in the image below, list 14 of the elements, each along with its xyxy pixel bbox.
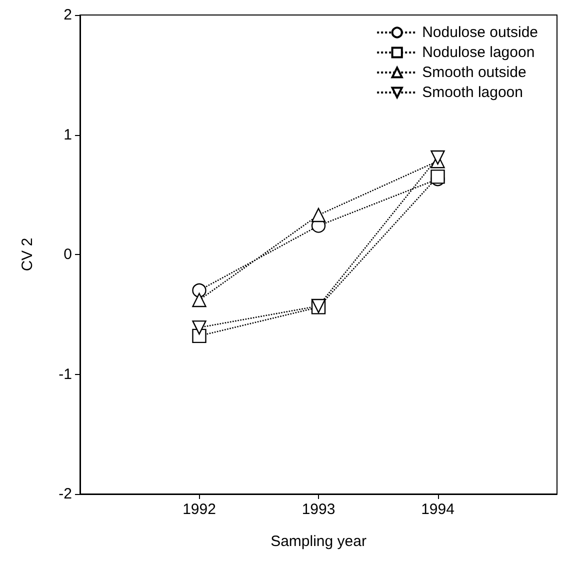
y-tick-label: 0 [64, 246, 72, 263]
x-tick-label: 1993 [302, 501, 336, 518]
y-tick-label: 2 [64, 6, 72, 24]
y-tick-label: 1 [64, 126, 72, 144]
legend-label: Nodulose outside [422, 24, 538, 41]
legend-label: Smooth lagoon [422, 84, 523, 101]
y-tick-label: -2 [58, 486, 72, 502]
y-tick-label: -1 [58, 366, 72, 383]
legend-label: Nodulose lagoon [422, 44, 535, 61]
x-tick-label: 1994 [421, 501, 454, 518]
x-axis-title: Sampling year [270, 533, 366, 550]
legend-label: Smooth outside [422, 64, 526, 81]
x-tick-label: 1992 [182, 501, 216, 518]
y-axis-title: CV 2 [19, 238, 36, 272]
